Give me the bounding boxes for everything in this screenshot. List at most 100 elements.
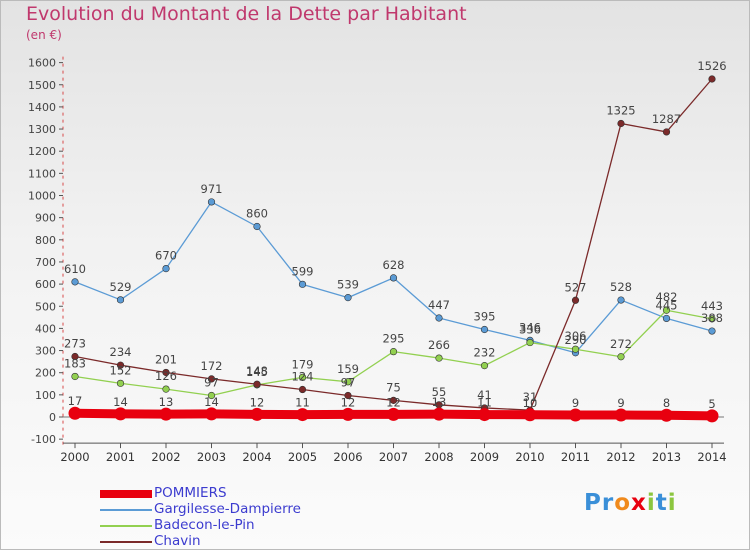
data-label: 14: [113, 395, 128, 409]
data-point: [662, 306, 671, 314]
data-label: 17: [68, 394, 83, 408]
data-point: [708, 315, 716, 323]
data-label: 272: [610, 337, 632, 351]
data-point: [341, 407, 355, 421]
data-label: 5: [708, 397, 715, 411]
y-tick-label: 900: [35, 212, 56, 225]
data-label: 9: [572, 396, 579, 410]
data-label: 971: [201, 182, 223, 196]
data-label: 336: [519, 323, 541, 337]
data-point: [432, 407, 446, 421]
data-label: 628: [383, 258, 405, 272]
data-label: 152: [110, 363, 132, 377]
data-point: [159, 407, 173, 421]
data-point: [162, 264, 170, 273]
y-tick-label: 0: [49, 411, 56, 424]
data-point: [344, 294, 352, 302]
data-label: 126: [155, 369, 177, 383]
legend-label-badecon: Badecon-le-Pin: [154, 517, 255, 533]
y-tick-label: 1600: [28, 57, 56, 70]
data-label: 12: [250, 395, 265, 409]
y-tick-label: 600: [35, 278, 56, 291]
data-point: [662, 314, 671, 323]
x-tick-label: 2003: [197, 450, 226, 464]
data-label: 860: [246, 207, 268, 221]
data-label: 10: [523, 396, 538, 410]
x-tick-label: 2011: [561, 450, 590, 464]
data-label: 12: [341, 395, 356, 409]
legend-swatch-badecon: [100, 525, 152, 527]
data-label: 232: [474, 346, 496, 360]
data-point: [708, 75, 716, 83]
data-label: 1526: [697, 59, 726, 73]
data-label: 148: [246, 364, 268, 378]
data-point: [480, 325, 489, 334]
x-tick-label: 2014: [697, 450, 726, 464]
data-point: [71, 372, 79, 381]
y-tick-label: 1200: [28, 145, 56, 158]
data-label: 97: [341, 376, 356, 390]
data-point: [617, 296, 625, 304]
legend-swatch-chavin: [100, 541, 152, 543]
data-point: [387, 407, 400, 421]
data-label: 12: [386, 395, 401, 409]
y-tick-label: 1000: [28, 190, 56, 203]
data-label: 55: [432, 385, 447, 399]
data-label: 266: [428, 338, 450, 352]
data-label: 9: [617, 396, 624, 410]
data-point: [253, 222, 261, 231]
data-label: 295: [383, 332, 405, 346]
data-label: 14: [204, 395, 219, 409]
data-point: [569, 408, 582, 422]
y-tick-label: 1300: [28, 123, 56, 136]
data-point: [207, 391, 216, 400]
data-label: 11: [477, 396, 492, 410]
chart-unit-label: (en €): [26, 28, 62, 42]
data-point: [298, 373, 307, 381]
data-label: 75: [386, 380, 401, 394]
data-label: 529: [110, 280, 132, 294]
data-label: 201: [155, 352, 177, 366]
data-point: [617, 353, 625, 361]
data-label: 179: [292, 357, 314, 371]
proxiti-logo: Proxiti: [584, 490, 677, 516]
data-point: [705, 409, 719, 423]
data-label: 234: [110, 345, 132, 359]
data-point: [253, 380, 261, 388]
legend-swatch-gargilesse: [100, 509, 152, 511]
legend-label-pommiers: POMMIERS: [154, 485, 227, 501]
data-point: [526, 338, 534, 347]
x-tick-label: 2009: [470, 450, 499, 464]
data-point: [250, 407, 264, 421]
data-point: [68, 406, 82, 420]
data-point: [523, 408, 537, 422]
data-label: 13: [432, 395, 447, 409]
data-label: 1325: [606, 104, 635, 118]
x-tick-label: 2001: [106, 450, 135, 464]
data-point: [162, 368, 170, 377]
y-tick-label: 700: [35, 256, 56, 269]
data-label: 610: [64, 262, 86, 276]
data-label: 670: [155, 249, 177, 263]
y-tick-label: 100: [35, 389, 56, 402]
data-point: [344, 391, 352, 400]
data-label: 528: [610, 280, 632, 294]
y-tick-label: 800: [35, 234, 56, 247]
y-tick-label: 300: [35, 345, 56, 358]
data-point: [614, 408, 628, 422]
data-point: [708, 327, 716, 335]
data-label: 395: [474, 310, 496, 324]
data-label: 8: [663, 396, 670, 410]
data-point: [116, 296, 125, 304]
data-point: [114, 407, 127, 421]
legend-swatch-pommiers: [100, 490, 152, 498]
x-tick-label: 2010: [515, 450, 544, 464]
data-point: [205, 407, 218, 421]
x-tick-label: 2000: [60, 450, 89, 464]
data-label: 1287: [652, 112, 681, 126]
data-point: [617, 119, 625, 128]
x-tick-label: 2005: [288, 450, 317, 464]
data-point: [478, 408, 491, 422]
